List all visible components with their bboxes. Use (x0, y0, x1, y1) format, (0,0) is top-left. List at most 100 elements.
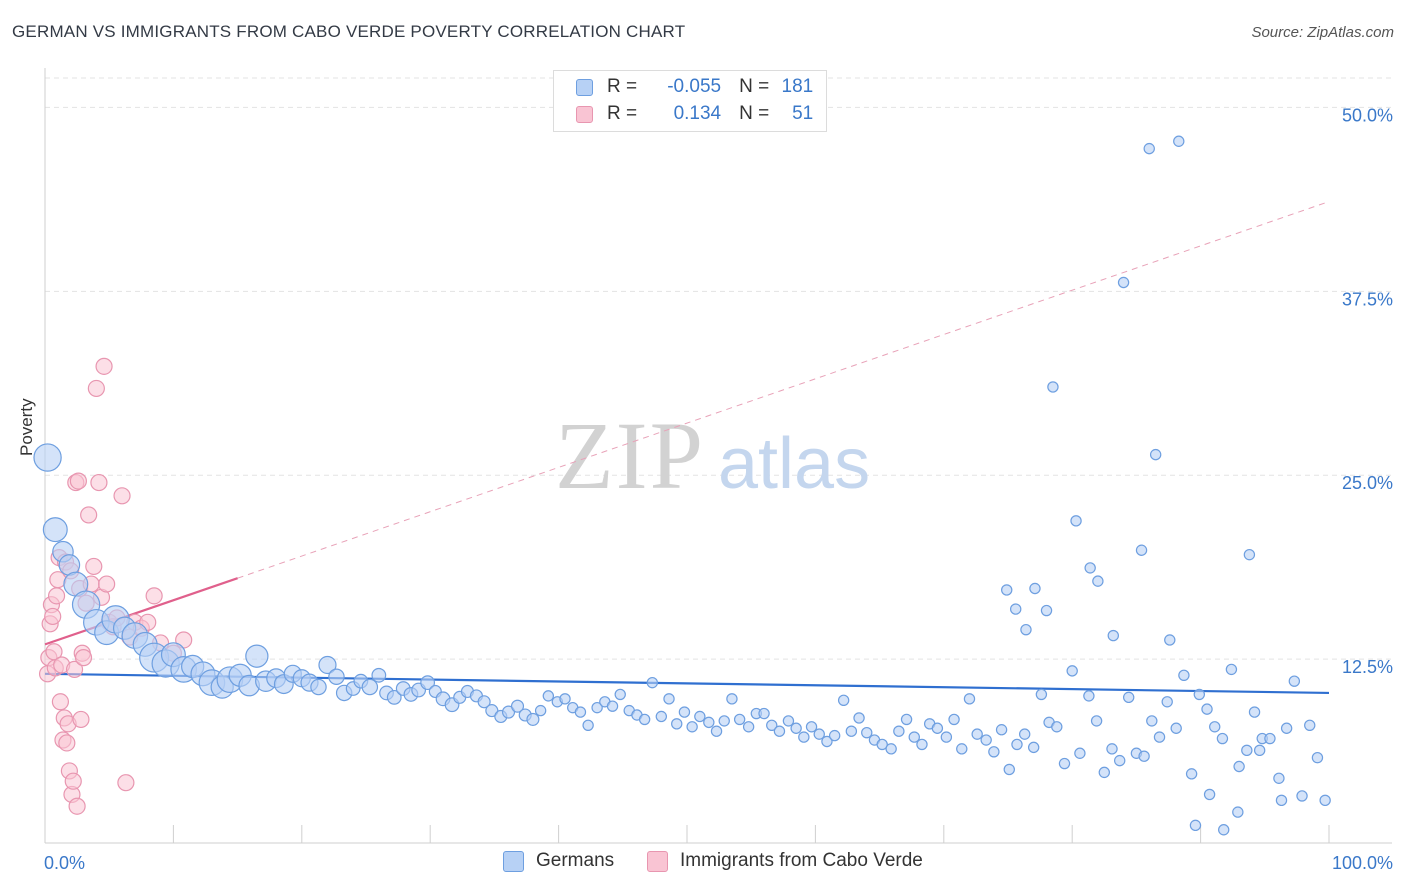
germans-point (245, 644, 269, 668)
germans-point (1107, 629, 1119, 642)
germans-point (1051, 721, 1063, 733)
germans-point (828, 729, 841, 742)
germans-point (845, 725, 858, 737)
germans-point (908, 731, 920, 743)
germans-point (420, 675, 436, 691)
cabo-verde-point (64, 772, 82, 790)
germans-point (805, 721, 818, 733)
germans-point (1040, 604, 1053, 617)
cabo-verde-point (95, 357, 113, 375)
germans-point (542, 690, 555, 702)
legend-label-germans: Germans (536, 850, 615, 871)
germans-point (1114, 754, 1126, 767)
germans-point (1253, 744, 1266, 757)
germans-point (1173, 135, 1185, 147)
germans-point (33, 443, 62, 472)
germans-point (940, 731, 953, 743)
germans-point (726, 693, 738, 705)
germans-point (853, 712, 865, 724)
germans-point (782, 715, 795, 727)
legend-r-value: -0.055 (667, 76, 722, 97)
germans-point (310, 678, 327, 696)
cabo-verde-point (68, 797, 86, 815)
cabo-verde-point (80, 506, 98, 524)
germans-point (510, 699, 525, 713)
germans-point (485, 704, 499, 718)
germans-point (980, 734, 992, 746)
legend-row-germans: R = -0.055 N = 181 (576, 75, 813, 99)
cabo-verde-point (51, 693, 70, 711)
germans-point (614, 688, 626, 701)
germans-point (1248, 706, 1261, 718)
legend-r-value: 0.134 (673, 103, 722, 124)
cabo-verde-point (44, 607, 62, 626)
germans-point (931, 722, 944, 734)
germans-point (813, 728, 825, 740)
germans-point (1146, 715, 1158, 727)
legend-item-germans[interactable]: Germans (503, 850, 614, 872)
germans-point (1233, 760, 1245, 773)
cabo-verde-point (90, 473, 108, 492)
chart-title: GERMAN VS IMMIGRANTS FROM CABO VERDE POV… (12, 22, 686, 41)
germans-points (33, 135, 1331, 836)
germans-point (1047, 381, 1059, 393)
legend-item-cabo-verde[interactable]: Immigrants from Cabo Verde (647, 850, 923, 872)
germans-point (1311, 751, 1324, 764)
germans-point (837, 694, 850, 706)
germans-point (1090, 715, 1103, 727)
cabo-verde-point (74, 649, 93, 667)
legend-n-value: 181 (781, 76, 814, 97)
germans-point (1319, 794, 1331, 807)
cabo-verde-point (98, 575, 116, 593)
germans-point (1209, 721, 1221, 733)
germans-point (526, 712, 540, 726)
tick-labels: 12.5% 25.0% 37.5% 50.0% 0.0% 100.0% (44, 105, 1393, 873)
germans-point (971, 728, 983, 740)
germans-point (386, 689, 402, 705)
germans-point (686, 721, 698, 733)
germans-point (956, 743, 968, 755)
germans-point (758, 707, 770, 720)
germans-point (1106, 743, 1118, 755)
germans-point (1011, 738, 1023, 751)
germans-point (900, 713, 913, 726)
germans-point (742, 721, 755, 733)
germans-point (1273, 772, 1285, 784)
germans-point (1241, 744, 1253, 757)
germans-point (1098, 766, 1111, 779)
germans-point (534, 704, 547, 717)
germans-point (1084, 562, 1096, 574)
germans-point (718, 715, 730, 727)
source-label: Source: ZipAtlas.com (1251, 24, 1394, 41)
germans-point (574, 706, 587, 718)
germans-point (1149, 448, 1162, 461)
germans-point (1018, 728, 1031, 740)
watermark-zip: ZIP (555, 402, 705, 509)
germans-point (1001, 584, 1013, 596)
germans-point (1216, 732, 1229, 745)
cabo-verde-trend-extension (237, 201, 1330, 579)
germans-point (948, 713, 960, 726)
germans-point (638, 713, 651, 726)
germans-point (821, 735, 833, 748)
germans-point (1189, 819, 1202, 832)
cabo-verde-point (65, 660, 84, 679)
germans-point (1193, 688, 1206, 701)
gridlines (45, 77, 1392, 660)
germans-point (1122, 691, 1135, 704)
germans-point (646, 676, 659, 689)
germans-point (1280, 722, 1293, 734)
germans-point (1264, 732, 1276, 745)
germans-point (861, 726, 873, 739)
germans-point (1164, 634, 1176, 646)
y-tick-label: 50.0% (1342, 105, 1393, 125)
legend-n-value: 51 (792, 103, 814, 124)
y-tick-label: 12.5% (1342, 657, 1393, 677)
germans-point (1092, 575, 1104, 587)
x-tick-label-min: 0.0% (44, 853, 85, 873)
germans-point (1288, 675, 1301, 687)
cabo-verde-point (145, 587, 163, 605)
legend-swatch-cabo-verde (576, 105, 593, 123)
cabo-verde-points (38, 357, 193, 815)
